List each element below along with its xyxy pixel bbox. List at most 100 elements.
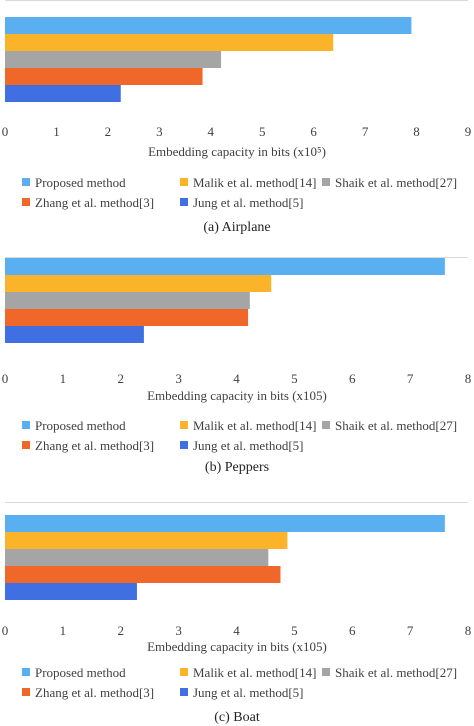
x-tick-label: 8	[465, 371, 472, 386]
legend-entry-malik-et-al-method-14: Malik et al. method[14]	[180, 175, 316, 191]
plot-frame	[5, 257, 468, 258]
plot-frame	[5, 502, 468, 503]
legend-entry-jung-et-al-method-5: Jung et al. method[5]	[180, 195, 303, 211]
x-tick-label: 6	[310, 124, 317, 139]
legend-entry-jung-et-al-method-5: Jung et al. method[5]	[180, 685, 303, 701]
x-tick-label: 4	[233, 623, 240, 638]
x-tick-label: 5	[291, 371, 298, 386]
bar-malik-et-al-method-14	[5, 532, 288, 549]
legend-entry-shaik-et-al-method-27: Shaik et al. method[27]	[322, 418, 457, 434]
bar-zhang-et-al-method-3	[5, 68, 203, 85]
x-tick-label: 1	[60, 371, 67, 386]
legend-entry-malik-et-al-method-14: Malik et al. method[14]	[180, 665, 316, 681]
bar-zhang-et-al-method-3	[5, 566, 281, 583]
bar-zhang-et-al-method-3	[5, 309, 249, 326]
x-tick-label: 2	[105, 124, 112, 139]
legend-label: Jung et al. method[5]	[193, 685, 304, 700]
x-axis-label: Embedding capacity in bits (x10⁵)	[148, 144, 326, 159]
x-tick-label: 1	[53, 124, 60, 139]
figure-caption: (c) Boat	[214, 710, 260, 725]
figure-caption: (a) Airplane	[203, 220, 271, 235]
legend-label: Malik et al. method[14]	[193, 418, 317, 433]
bar-jung-et-al-method-5	[5, 85, 121, 102]
legend-swatch	[22, 198, 30, 206]
figure-caption: (b) Peppers	[204, 460, 270, 475]
plot-frame	[5, 0, 468, 1]
legend-swatch	[322, 668, 330, 676]
legend-swatch	[22, 441, 30, 449]
x-tick-label: 2	[118, 371, 125, 386]
legend-label: Jung et al. method[5]	[193, 438, 304, 453]
x-tick-label: 1	[60, 623, 67, 638]
x-tick-label: 3	[175, 371, 182, 386]
x-tick-label: 7	[362, 124, 369, 139]
legend-swatch	[22, 668, 30, 676]
x-tick-label: 7	[407, 371, 414, 386]
x-axis-label: Embedding capacity in bits (x105)	[147, 388, 327, 403]
legend-entry-shaik-et-al-method-27: Shaik et al. method[27]	[322, 175, 457, 191]
legend-swatch	[180, 198, 188, 206]
legend-label: Shaik et al. method[27]	[335, 418, 458, 433]
legend-swatch	[322, 178, 330, 186]
legend-entry-zhang-et-al-method-3: Zhang et al. method[3]	[22, 195, 154, 211]
bar-shaik-et-al-method-27	[5, 549, 269, 566]
x-axis-label: Embedding capacity in bits (x105)	[147, 639, 327, 654]
legend-swatch	[180, 178, 188, 186]
legend-entry-proposed-method: Proposed method	[22, 175, 126, 191]
bar-shaik-et-al-method-27	[5, 51, 222, 68]
legend-label: Shaik et al. method[27]	[335, 665, 458, 680]
legend-swatch	[22, 688, 30, 696]
bar-jung-et-al-method-5	[5, 326, 144, 343]
bar-jung-et-al-method-5	[5, 583, 137, 600]
legend-entry-malik-et-al-method-14: Malik et al. method[14]	[180, 418, 316, 434]
legend-entry-proposed-method: Proposed method	[22, 418, 126, 434]
legend-entry-zhang-et-al-method-3: Zhang et al. method[3]	[22, 438, 154, 454]
legend-label: Zhang et al. method[3]	[35, 438, 155, 453]
legend-label: Proposed method	[35, 175, 126, 190]
x-tick-label: 8	[465, 623, 472, 638]
bar-proposed-method	[5, 515, 445, 532]
x-tick-label: 8	[413, 124, 420, 139]
legend-swatch	[180, 441, 188, 449]
legend-label: Proposed method	[35, 418, 126, 433]
legend-swatch	[322, 421, 330, 429]
legend-swatch	[180, 688, 188, 696]
legend-label: Zhang et al. method[3]	[35, 195, 155, 210]
legend-row: Zhang et al. method[3] Jung et al. method…	[0, 195, 474, 211]
legend-row: Proposed method Malik et al. method[14] Sh…	[0, 418, 474, 434]
bar-shaik-et-al-method-27	[5, 292, 250, 309]
legend-label: Zhang et al. method[3]	[35, 685, 155, 700]
legend-swatch	[22, 178, 30, 186]
x-tick-label: 3	[156, 124, 163, 139]
legend-label: Jung et al. method[5]	[193, 195, 304, 210]
legend-swatch	[180, 421, 188, 429]
x-tick-label: 0	[2, 124, 9, 139]
x-tick-label: 6	[349, 623, 356, 638]
legend-entry-shaik-et-al-method-27: Shaik et al. method[27]	[322, 665, 457, 681]
legend-entry-proposed-method: Proposed method	[22, 665, 126, 681]
legend-row: Zhang et al. method[3] Jung et al. method…	[0, 685, 474, 701]
x-tick-label: 6	[349, 371, 356, 386]
legend-label: Proposed method	[35, 665, 126, 680]
x-tick-label: 7	[407, 623, 414, 638]
x-tick-label: 3	[175, 623, 182, 638]
legend-label: Shaik et al. method[27]	[335, 175, 458, 190]
x-tick-label: 4	[233, 371, 240, 386]
legend-entry-jung-et-al-method-5: Jung et al. method[5]	[180, 438, 303, 454]
legend-swatch	[22, 421, 30, 429]
legend-label: Malik et al. method[14]	[193, 175, 317, 190]
legend-row: Proposed method Malik et al. method[14] Sh…	[0, 665, 474, 681]
legend-row: Zhang et al. method[3] Jung et al. method…	[0, 438, 474, 454]
x-tick-label: 0	[2, 371, 9, 386]
x-tick-label: 4	[208, 124, 215, 139]
x-tick-label: 5	[259, 124, 266, 139]
bar-malik-et-al-method-14	[5, 275, 272, 292]
x-tick-label: 5	[291, 623, 298, 638]
bar-proposed-method	[5, 258, 445, 275]
x-tick-label: 2	[118, 623, 125, 638]
bar-malik-et-al-method-14	[5, 34, 334, 51]
legend-entry-zhang-et-al-method-3: Zhang et al. method[3]	[22, 685, 154, 701]
